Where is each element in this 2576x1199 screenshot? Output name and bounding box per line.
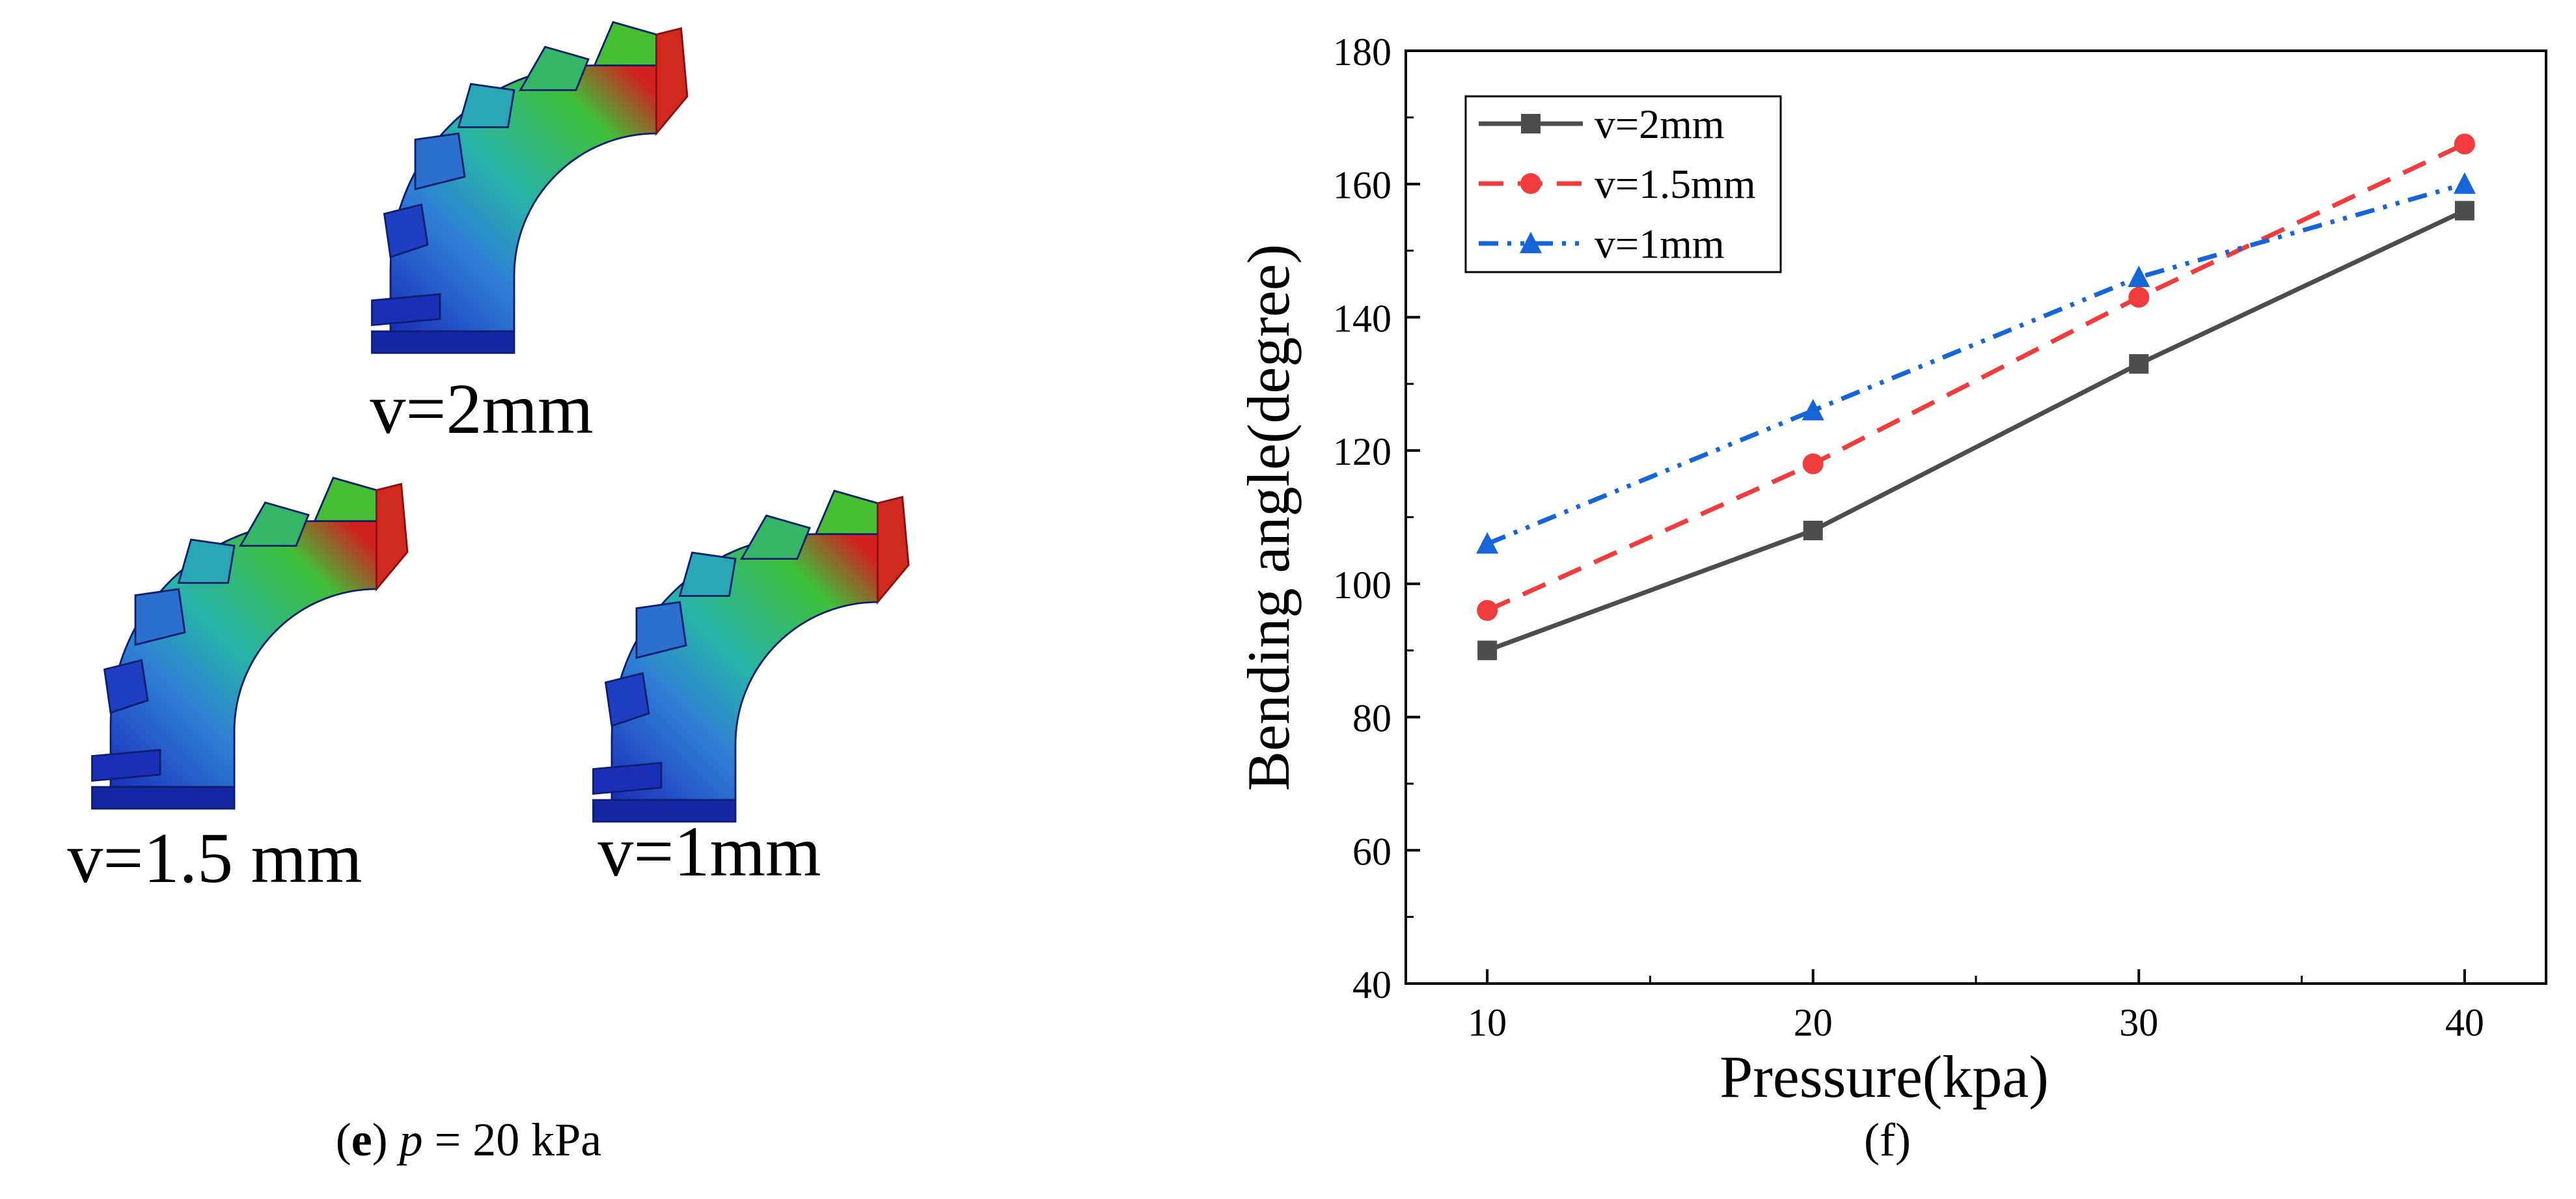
data-point: [2128, 286, 2150, 308]
data-point: [1802, 453, 1824, 475]
legend-label: v=1.5mm: [1595, 161, 1756, 207]
y-tick-label: 60: [1352, 830, 1391, 873]
model-label-v1mm: v=1mm: [597, 812, 821, 891]
series-layer: [1476, 133, 2476, 661]
legend-label: v=2mm: [1595, 101, 1725, 147]
legend-entry: v=1.5mm: [1479, 161, 1756, 207]
x-tick-label: 40: [2445, 1001, 2484, 1044]
x-tick-label: 20: [1794, 1001, 1833, 1044]
series-1: [1477, 133, 2475, 621]
y-tick-label: 40: [1352, 963, 1391, 1006]
legend-marker: [1521, 114, 1541, 133]
legend-marker: [1520, 232, 1542, 253]
legend-entry: v=2mm: [1479, 101, 1725, 147]
y-axis-label: Bending angle(degree): [1235, 244, 1302, 791]
data-point: [1476, 532, 1499, 554]
line-chart: 40 60 80 100 120 140 160 180 10 20 30 40 Bending a…: [1235, 31, 2547, 1166]
panel-e: v=2mm v=1.5 mm v=1mm (e) p = 20 kPa: [67, 21, 910, 1166]
fem-model-v2mm: [371, 21, 689, 354]
legend-entry: v=1mm: [1479, 221, 1725, 267]
series-line: [1486, 142, 2466, 613]
y-tick-label: 160: [1333, 164, 1391, 207]
y-tick-label: 120: [1333, 430, 1391, 473]
series-line: [1486, 208, 2466, 653]
caption-f: (f): [1864, 1114, 1911, 1166]
data-point: [2454, 133, 2475, 155]
series-2: [1476, 172, 2476, 554]
x-tick-label: 10: [1468, 1001, 1507, 1044]
data-point: [1803, 520, 1823, 540]
data-point: [2128, 266, 2150, 288]
data-point: [2129, 354, 2149, 374]
y-tick-label: 140: [1333, 297, 1391, 340]
legend-label: v=1mm: [1595, 221, 1725, 267]
data-point: [1802, 398, 1824, 420]
model-label-v1-5mm: v=1.5 mm: [67, 818, 362, 898]
x-axis: 10 20 30 40: [1468, 969, 2484, 1044]
data-point: [1477, 641, 1498, 661]
data-point: [2453, 172, 2476, 194]
x-axis-label: Pressure(kpa): [1720, 1043, 2049, 1110]
fem-model-v1-5mm: [91, 476, 409, 810]
series-line: [1486, 182, 2465, 546]
model-label-v2mm: v=2mm: [370, 369, 593, 448]
y-tick-label: 180: [1333, 31, 1391, 74]
y-tick-label: 100: [1333, 564, 1391, 607]
legend-marker: [1520, 173, 1541, 194]
data-point: [1477, 600, 1498, 621]
x-tick-label: 30: [2119, 1001, 2158, 1044]
legend: v=2mm v=1.5mm v=1mm: [1464, 95, 1782, 273]
y-axis: 40 60 80 100 120 140 160 180: [1333, 31, 1420, 1006]
fem-model-v1mm: [592, 489, 910, 823]
caption-e: (e) p = 20 kPa: [336, 1114, 602, 1166]
series-0: [1477, 200, 2474, 661]
data-point: [2454, 200, 2474, 221]
y-tick-label: 80: [1352, 697, 1391, 740]
